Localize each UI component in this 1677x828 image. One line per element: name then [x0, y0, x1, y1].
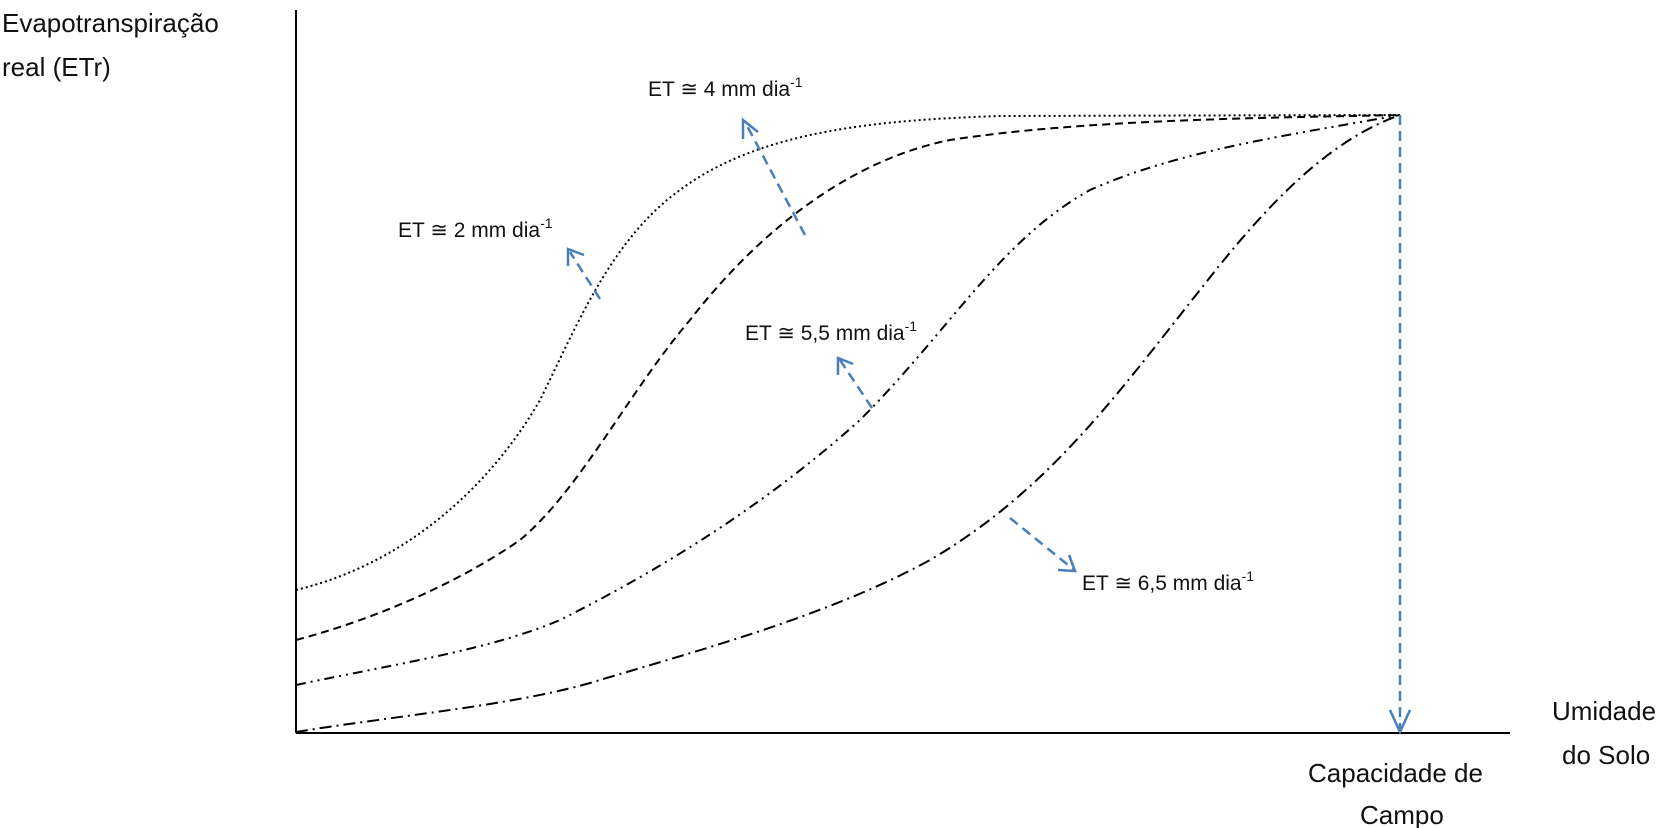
label-et-6-5: ET ≅ 6,5 mm dia-1 [1082, 568, 1254, 595]
label-et-5-5-text: ET ≅ 5,5 mm dia [745, 322, 905, 345]
arrow-et-6-5 [1009, 517, 1074, 570]
arrow-et-5-5 [838, 359, 874, 409]
arrow-et-4-head [741, 117, 759, 139]
arrow-et-6-5-head [1057, 554, 1077, 573]
arrow-et-2 [568, 251, 602, 300]
field-capacity-label-line1: Capacidade de [1308, 758, 1483, 788]
curve-et-4 [295, 114, 1401, 641]
y-axis-title-line2: real (ETr) [2, 52, 111, 82]
field-capacity-label-line2: Campo [1360, 800, 1444, 828]
arrow-field-capacity-head [1388, 709, 1412, 736]
curve-et-2 [295, 114, 1401, 591]
label-et-5-5-sup: -1 [905, 318, 918, 334]
curve-et-6-5 [295, 114, 1401, 733]
label-et-2-text: ET ≅ 2 mm dia [398, 219, 540, 242]
y-axis-title-line1: Evapotranspiração [2, 8, 219, 38]
label-et-4-sup: -1 [790, 74, 803, 90]
arrow-et-4 [743, 121, 807, 236]
label-et-6-5-text: ET ≅ 6,5 mm dia [1082, 572, 1242, 595]
label-et-2-sup: -1 [540, 215, 553, 231]
arrow-et-5-5-head [836, 356, 854, 375]
label-et-6-5-sup: -1 [1242, 568, 1255, 584]
curve-et-5-5 [295, 114, 1401, 686]
x-axis-title-line1: Umidade [1552, 696, 1656, 726]
x-axis-title-line2: do Solo [1562, 740, 1650, 770]
arrow-et-2-head [566, 247, 585, 266]
label-et-4-text: ET ≅ 4 mm dia [648, 78, 790, 101]
label-et-5-5: ET ≅ 5,5 mm dia-1 [745, 318, 917, 345]
label-et-2: ET ≅ 2 mm dia-1 [398, 215, 553, 242]
label-et-4: ET ≅ 4 mm dia-1 [648, 74, 803, 101]
